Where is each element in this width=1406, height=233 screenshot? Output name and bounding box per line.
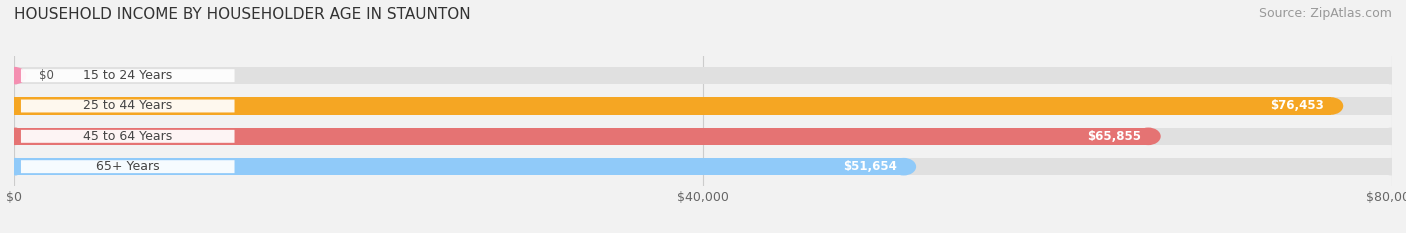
FancyBboxPatch shape xyxy=(21,130,235,143)
Text: 15 to 24 Years: 15 to 24 Years xyxy=(83,69,173,82)
Ellipse shape xyxy=(1,158,27,175)
Ellipse shape xyxy=(1,127,27,145)
Text: $76,453: $76,453 xyxy=(1270,99,1324,113)
Ellipse shape xyxy=(1,127,27,145)
Text: $51,654: $51,654 xyxy=(844,160,897,173)
Text: $65,855: $65,855 xyxy=(1087,130,1142,143)
Ellipse shape xyxy=(1379,158,1405,175)
FancyBboxPatch shape xyxy=(21,69,235,82)
Ellipse shape xyxy=(1136,127,1161,145)
Bar xyxy=(14,127,1149,145)
Ellipse shape xyxy=(1,97,27,115)
Ellipse shape xyxy=(1,158,27,175)
Ellipse shape xyxy=(1379,97,1405,115)
Bar xyxy=(14,127,1392,145)
FancyBboxPatch shape xyxy=(21,99,235,113)
Text: 45 to 64 Years: 45 to 64 Years xyxy=(83,130,173,143)
Text: Source: ZipAtlas.com: Source: ZipAtlas.com xyxy=(1258,7,1392,20)
FancyBboxPatch shape xyxy=(21,160,235,173)
Bar xyxy=(14,158,1392,175)
Bar xyxy=(14,158,904,175)
Ellipse shape xyxy=(1,67,27,84)
Bar xyxy=(14,97,1331,115)
Ellipse shape xyxy=(1379,127,1405,145)
Ellipse shape xyxy=(891,158,917,175)
Ellipse shape xyxy=(1,67,27,84)
Ellipse shape xyxy=(1379,67,1405,84)
Text: 65+ Years: 65+ Years xyxy=(96,160,159,173)
Bar xyxy=(14,67,1392,84)
Ellipse shape xyxy=(1,97,27,115)
Text: HOUSEHOLD INCOME BY HOUSEHOLDER AGE IN STAUNTON: HOUSEHOLD INCOME BY HOUSEHOLDER AGE IN S… xyxy=(14,7,471,22)
Ellipse shape xyxy=(1319,97,1343,115)
Text: $0: $0 xyxy=(39,69,53,82)
Bar xyxy=(14,97,1392,115)
Text: 25 to 44 Years: 25 to 44 Years xyxy=(83,99,173,113)
